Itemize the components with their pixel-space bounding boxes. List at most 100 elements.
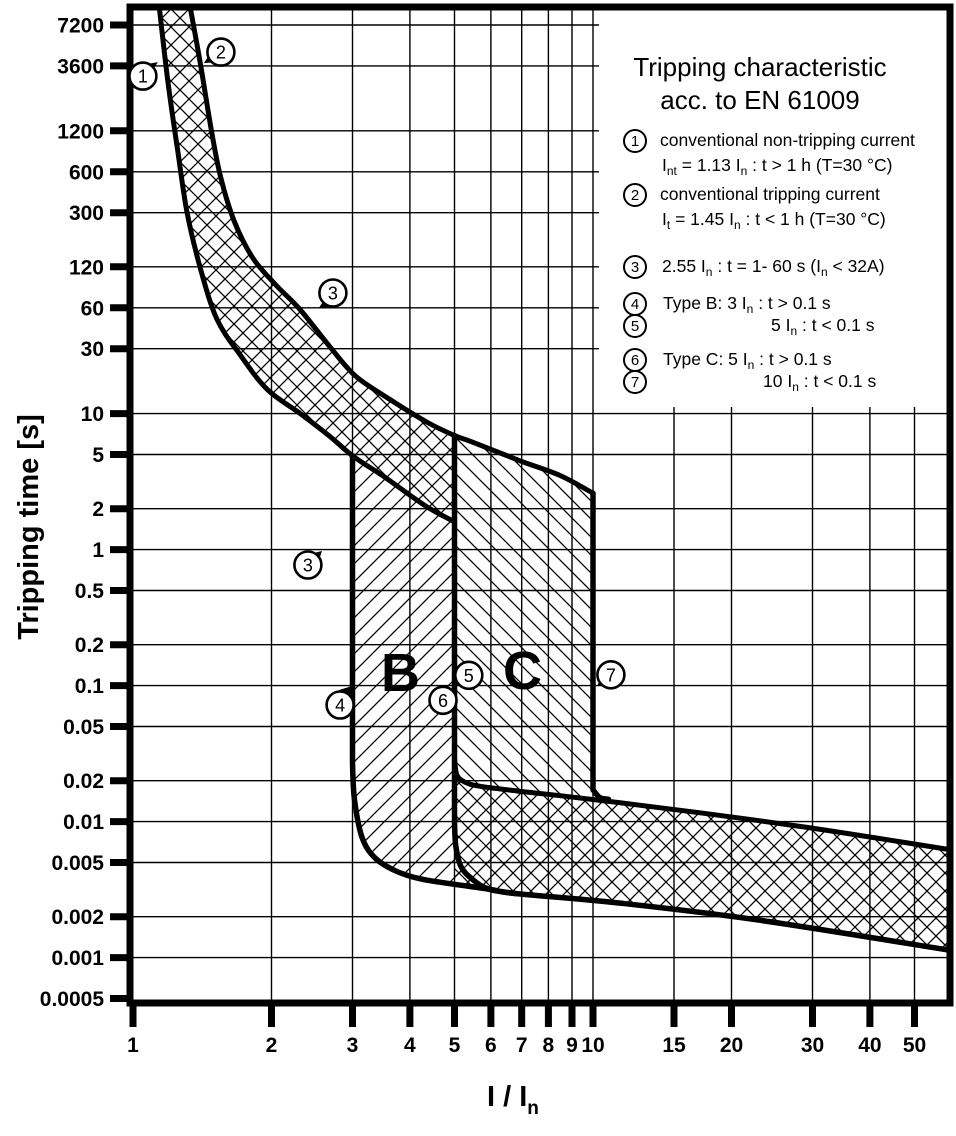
legend-item-5: 5 5 In : t < 0.1 s — [623, 314, 875, 338]
legend: Tripping characteristic acc. to EN 61009… — [623, 52, 915, 394]
y-tick-label-10: 10 — [81, 403, 104, 426]
legend-title-line1: Tripping characteristic — [633, 52, 886, 82]
legend-background — [599, 9, 947, 407]
x-tick-label-40: 40 — [858, 1034, 881, 1057]
legend-item-6: 6 Type C: 5 In : t > 0.1 s — [623, 348, 832, 372]
marker-7-7: 7 — [596, 659, 626, 690]
marker-number: 1 — [138, 67, 148, 87]
marker-number: 4 — [335, 696, 345, 716]
marker-number: 7 — [606, 665, 616, 685]
legend-item-1-line1: conventional non-tripping current — [660, 130, 915, 150]
x-tick-label-1: 1 — [127, 1034, 139, 1057]
y-tick-label-0.002: 0.002 — [51, 906, 104, 929]
marker-number: 5 — [464, 666, 474, 686]
x-tick-label-10: 10 — [581, 1034, 604, 1057]
x-tick-label-4: 4 — [404, 1034, 416, 1057]
x-tick-label-30: 30 — [801, 1034, 824, 1057]
magnetic-trip-band-region — [454, 758, 950, 951]
marker-circle — [428, 685, 458, 716]
marker-6-6: 6 — [428, 685, 458, 716]
y-tick-label-600: 600 — [69, 161, 104, 184]
y-tick-label-60: 60 — [81, 297, 104, 320]
legend-num-4: 4 — [631, 296, 639, 313]
legend-num-circle-1 — [623, 129, 647, 153]
x-tick-label-50: 50 — [903, 1034, 926, 1057]
legend-num-circle-2 — [623, 183, 647, 207]
curve-number-markers: 1 2 3 3 4 56 7 — [128, 37, 626, 720]
marker-circle — [325, 690, 355, 720]
y-tick-label-1200: 1200 — [57, 120, 104, 143]
legend-item-7: 7 10 In : t < 0.1 s — [623, 370, 876, 394]
curve-2-tripping — [187, 7, 596, 496]
y-tick-label-300: 300 — [69, 202, 104, 225]
y-tick-label-0.0005: 0.0005 — [40, 988, 105, 1011]
y-tick-label-0.05: 0.05 — [63, 716, 104, 739]
legend-num-circle-7 — [623, 370, 647, 394]
marker-number: 6 — [438, 691, 448, 711]
legend-item-2-line1: conventional tripping current — [660, 184, 880, 204]
marker-circle — [596, 659, 626, 690]
region-label-c: C — [503, 641, 542, 701]
y-tick-label-1: 1 — [92, 539, 104, 562]
marker-2-1: 2 — [203, 37, 236, 67]
marker-circle — [206, 37, 236, 67]
y-tick-label-0.01: 0.01 — [63, 811, 104, 834]
x-axis-title: I / In — [487, 1081, 539, 1119]
legend-num-5: 5 — [631, 318, 639, 335]
y-tick-label-0.005: 0.005 — [51, 852, 104, 875]
legend-num-6: 6 — [631, 352, 639, 369]
marker-4-4: 4 — [325, 686, 355, 720]
marker-3-2: 3 — [318, 278, 348, 308]
legend-item-4-line: Type B: 3 In : t > 0.1 s — [663, 293, 831, 316]
y-tick-label-0.5: 0.5 — [75, 580, 105, 603]
curve-1-non-tripping — [156, 7, 457, 525]
type-c-right-boundary — [590, 490, 612, 802]
x-tick-label-15: 15 — [662, 1034, 686, 1057]
marker-3-3: 3 — [293, 550, 323, 580]
plot-border — [126, 3, 954, 1007]
legend-num-2: 2 — [631, 187, 639, 204]
y-tick-label-5: 5 — [92, 444, 104, 467]
legend-item-2-line2: It = 1.45 In : t < 1 h (T=30 °C) — [662, 209, 886, 232]
legend-num-circle-5 — [623, 314, 647, 338]
hatched-regions — [159, 7, 950, 951]
y-tick-label-3600: 3600 — [57, 55, 104, 78]
characteristic-curves — [156, 7, 950, 954]
legend-num-circle-3 — [623, 255, 647, 279]
marker-number: 2 — [216, 43, 226, 63]
x-tick-label-20: 20 — [720, 1034, 743, 1057]
marker-1-0: 1 — [128, 61, 158, 91]
legend-item-4: 4 Type B: 3 In : t > 0.1 s — [623, 292, 831, 316]
type-b-region — [352, 455, 516, 894]
legend-num-1: 1 — [631, 133, 639, 150]
type-c-region — [454, 435, 620, 803]
magnetic-band-upper-boundary — [452, 756, 950, 853]
x-tick-label-6: 6 — [485, 1034, 497, 1057]
marker-circle — [318, 278, 348, 308]
thermal-band-region — [159, 7, 455, 522]
x-tick-label-2: 2 — [266, 1034, 278, 1057]
legend-item-7-line: 10 In : t < 0.1 s — [763, 371, 876, 394]
marker-circle — [453, 660, 484, 691]
region-label-b: B — [381, 643, 420, 703]
legend-item-6-line: Type C: 5 In : t > 0.1 s — [663, 349, 832, 372]
x-tick-label-9: 9 — [566, 1034, 578, 1057]
y-tick-label-0.02: 0.02 — [63, 770, 104, 793]
marker-number: 3 — [328, 284, 338, 304]
y-tick-label-30: 30 — [81, 338, 104, 361]
x-tick-label-7: 7 — [516, 1034, 528, 1057]
y-tick-label-120: 120 — [69, 256, 104, 279]
legend-item-1-line2: Int = 1.13 In : t > 1 h (T=30 °C) — [662, 155, 892, 178]
legend-num-3: 3 — [631, 259, 639, 276]
marker-5-5: 5 — [453, 660, 484, 691]
legend-item-3-line: 2.55 In : t = 1- 60 s (In < 32A) — [662, 256, 885, 279]
x-tick-label-3: 3 — [347, 1034, 359, 1057]
marker-number: 3 — [303, 556, 313, 576]
legend-num-7: 7 — [631, 374, 639, 391]
legend-title-line2: acc. to EN 61009 — [660, 85, 859, 115]
y-tick-label-0.2: 0.2 — [75, 634, 104, 657]
y-axis-title: Tripping time [s] — [13, 414, 45, 640]
x-tick-label-8: 8 — [543, 1034, 555, 1057]
